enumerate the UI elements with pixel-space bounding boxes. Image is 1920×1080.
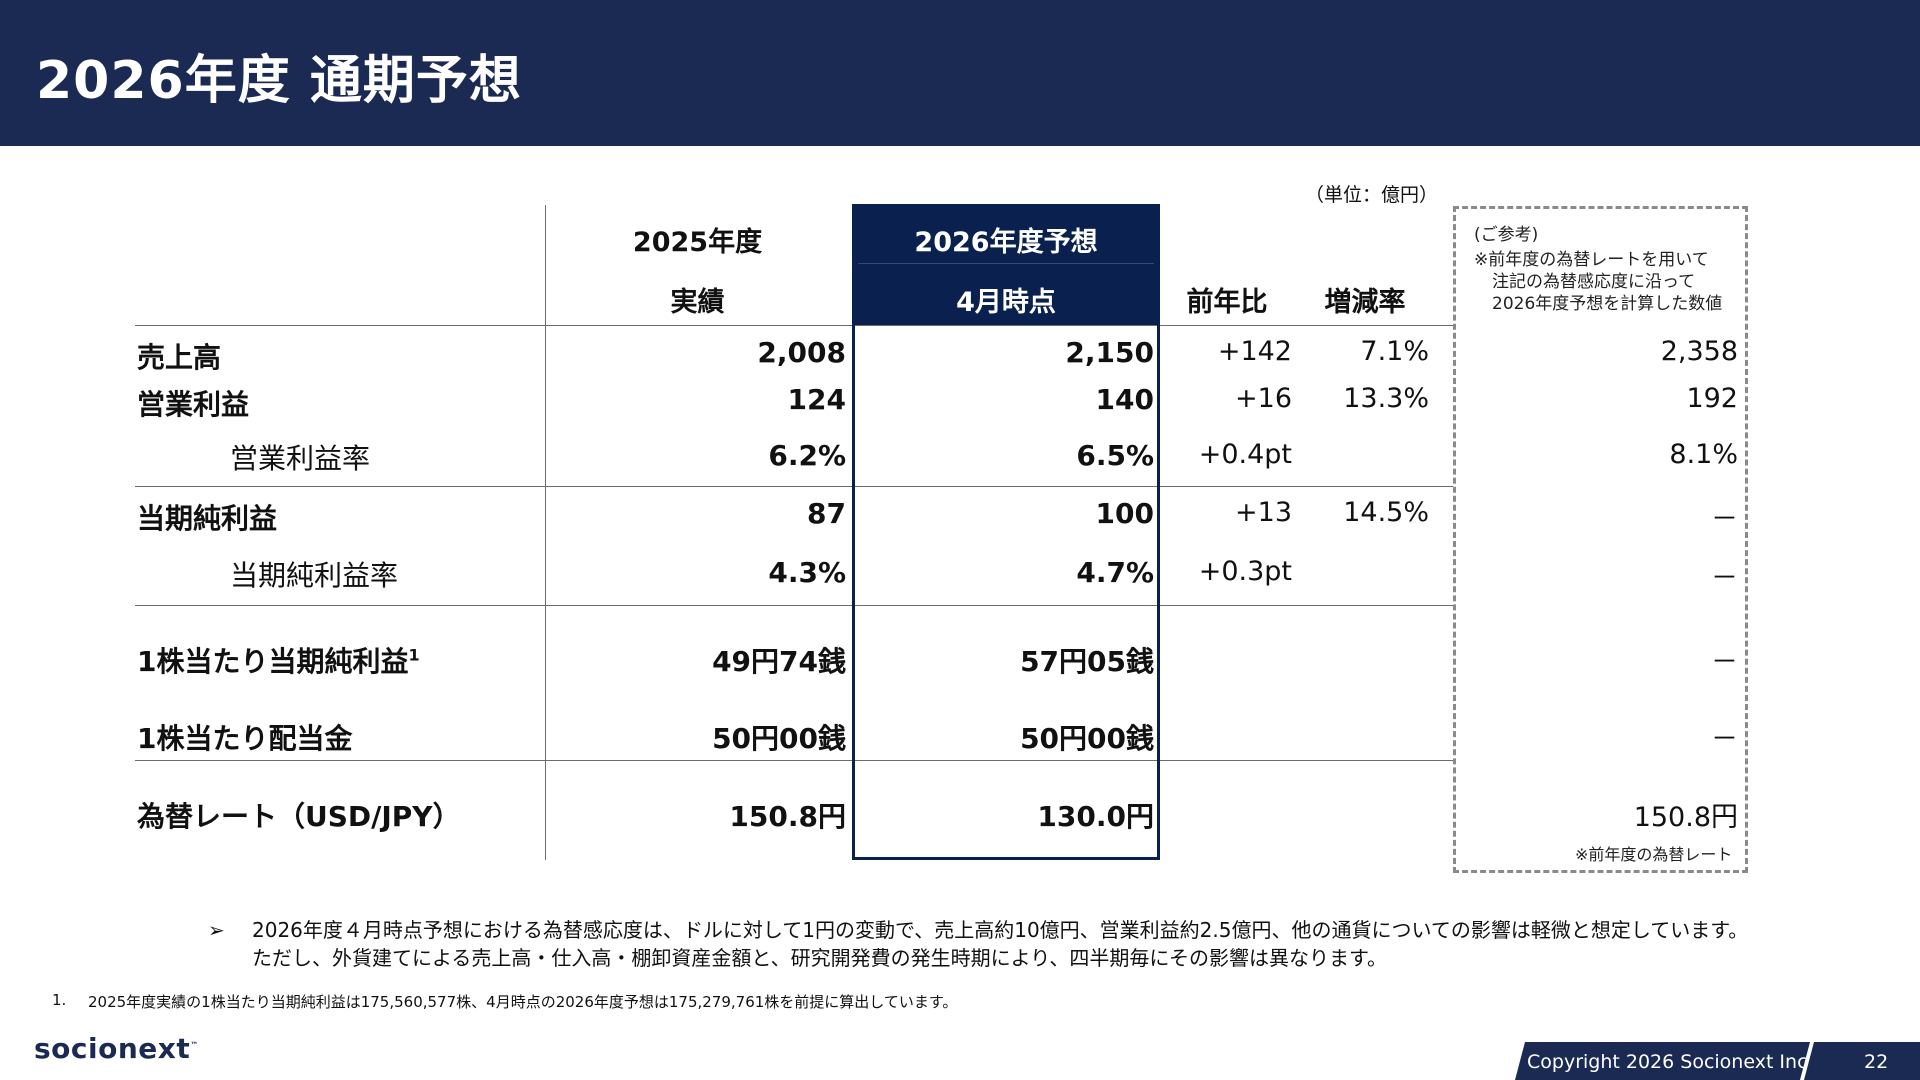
operating-income-fy2025: 124: [787, 383, 846, 416]
title-bar: [0, 0, 1920, 146]
dividend-fy2025: 50円00銭: [712, 722, 846, 755]
reference-note-3: 2026年度予想を計算した数値: [1492, 294, 1723, 314]
copyright-text: Copyright 2026 Socionext Inc.: [1527, 1051, 1814, 1073]
operating-income-fy2026: 140: [1095, 383, 1154, 416]
operating-income-rate: 13.3%: [1343, 383, 1429, 414]
net-margin-fy2026: 4.7%: [1076, 556, 1154, 589]
row-label-net-margin: 当期純利益率: [230, 559, 399, 592]
label-column-divider: [545, 205, 546, 860]
fx-sensitivity-line-2: ただし、外貨建てによる売上高・仕入高・棚卸資産金額と、研究開発費の発生時期により…: [252, 946, 1387, 970]
operating-income-ref: 192: [1686, 383, 1738, 414]
header-fy2025: 2025年度: [632, 227, 763, 258]
fx-rate-fy2026: 130.0円: [1037, 800, 1154, 833]
eps-fy2025: 49円74銭: [712, 645, 846, 678]
header-fy2025-sub: 実績: [670, 287, 725, 318]
sales-ref: 2,358: [1660, 336, 1738, 367]
forecast-column-highlight: [852, 204, 1160, 860]
net-income-ref: －: [1711, 504, 1738, 535]
reference-fx-footnote: ※前年度の為替レート: [1575, 845, 1733, 864]
dividend-fy2026: 50円00銭: [1020, 722, 1154, 755]
eps-ref: －: [1711, 647, 1738, 678]
reference-note-2: 注記の為替感応度に沿って: [1492, 272, 1696, 292]
row-label-fx-rate: 為替レート（USD/JPY）: [137, 800, 461, 833]
row-divider-3: [135, 760, 1453, 761]
fx-sensitivity-note: 2026年度４月時点予想における為替感応度は、ドルに対して1円の変動で、売上高約…: [252, 916, 1748, 972]
operating-margin-fy2026: 6.5%: [1076, 439, 1154, 472]
header-change-rate: 増減率: [1324, 287, 1406, 318]
sales-fy2026: 2,150: [1065, 336, 1154, 369]
operating-income-yoy: +16: [1235, 383, 1292, 414]
net-income-rate: 14.5%: [1343, 497, 1429, 528]
net-income-fy2025: 87: [807, 497, 846, 530]
page-title: 2026年度 通期予想: [36, 51, 522, 111]
unit-label: （単位：億円）: [1305, 184, 1439, 206]
net-margin-fy2025: 4.3%: [768, 556, 846, 589]
footnote-number: 1.: [52, 991, 67, 1009]
footnote-text: 2025年度実績の1株当たり当期純利益は175,560,577株、4月時点の20…: [88, 993, 958, 1011]
reference-box: [1453, 206, 1748, 873]
row-divider-1: [135, 486, 1453, 487]
net-income-yoy: +13: [1235, 497, 1292, 528]
row-label-operating-income: 営業利益: [137, 388, 250, 421]
header-fy2026: 2026年度予想: [914, 227, 1098, 258]
sales-rate: 7.1%: [1360, 336, 1429, 367]
eps-fy2026: 57円05銭: [1020, 645, 1154, 678]
fx-rate-fy2025: 150.8円: [729, 800, 846, 833]
reference-note-1: ※前年度の為替レートを用いて: [1474, 250, 1709, 270]
copyright-bar: [1515, 1042, 1810, 1080]
net-income-fy2026: 100: [1095, 497, 1154, 530]
row-divider-2: [135, 605, 1453, 606]
row-label-eps: 1株当たり当期純利益1: [137, 645, 420, 678]
sales-fy2025: 2,008: [757, 336, 846, 369]
row-label-net-income: 当期純利益: [137, 502, 278, 535]
header-yoy: 前年比: [1186, 287, 1268, 318]
forecast-header-divider: [858, 263, 1154, 264]
net-margin-yoy: +0.3pt: [1198, 556, 1292, 587]
operating-margin-fy2025: 6.2%: [768, 439, 846, 472]
header-divider: [135, 325, 1453, 326]
operating-margin-ref: 8.1%: [1669, 439, 1738, 470]
socionext-logo: socionext™: [34, 1032, 199, 1065]
reference-title: (ご参考): [1474, 225, 1539, 245]
row-label-sales: 売上高: [137, 341, 222, 374]
row-label-operating-margin: 営業利益率: [230, 442, 371, 475]
operating-margin-yoy: +0.4pt: [1198, 439, 1292, 470]
bullet-arrow-icon: ➢: [208, 918, 225, 942]
page-number: 22: [1864, 1051, 1889, 1073]
page-number-bar: [1804, 1042, 1920, 1080]
forecast-header-bg: [852, 204, 1160, 326]
header-fy2026-sub: 4月時点: [956, 287, 1056, 318]
row-label-dividend: 1株当たり配当金: [137, 722, 353, 755]
dividend-ref: －: [1711, 724, 1738, 755]
net-margin-ref: －: [1711, 563, 1738, 594]
sales-yoy: +142: [1217, 336, 1292, 367]
fx-rate-ref: 150.8円: [1633, 802, 1738, 833]
fx-sensitivity-line-1: 2026年度４月時点予想における為替感応度は、ドルに対して1円の変動で、売上高約…: [252, 918, 1749, 942]
